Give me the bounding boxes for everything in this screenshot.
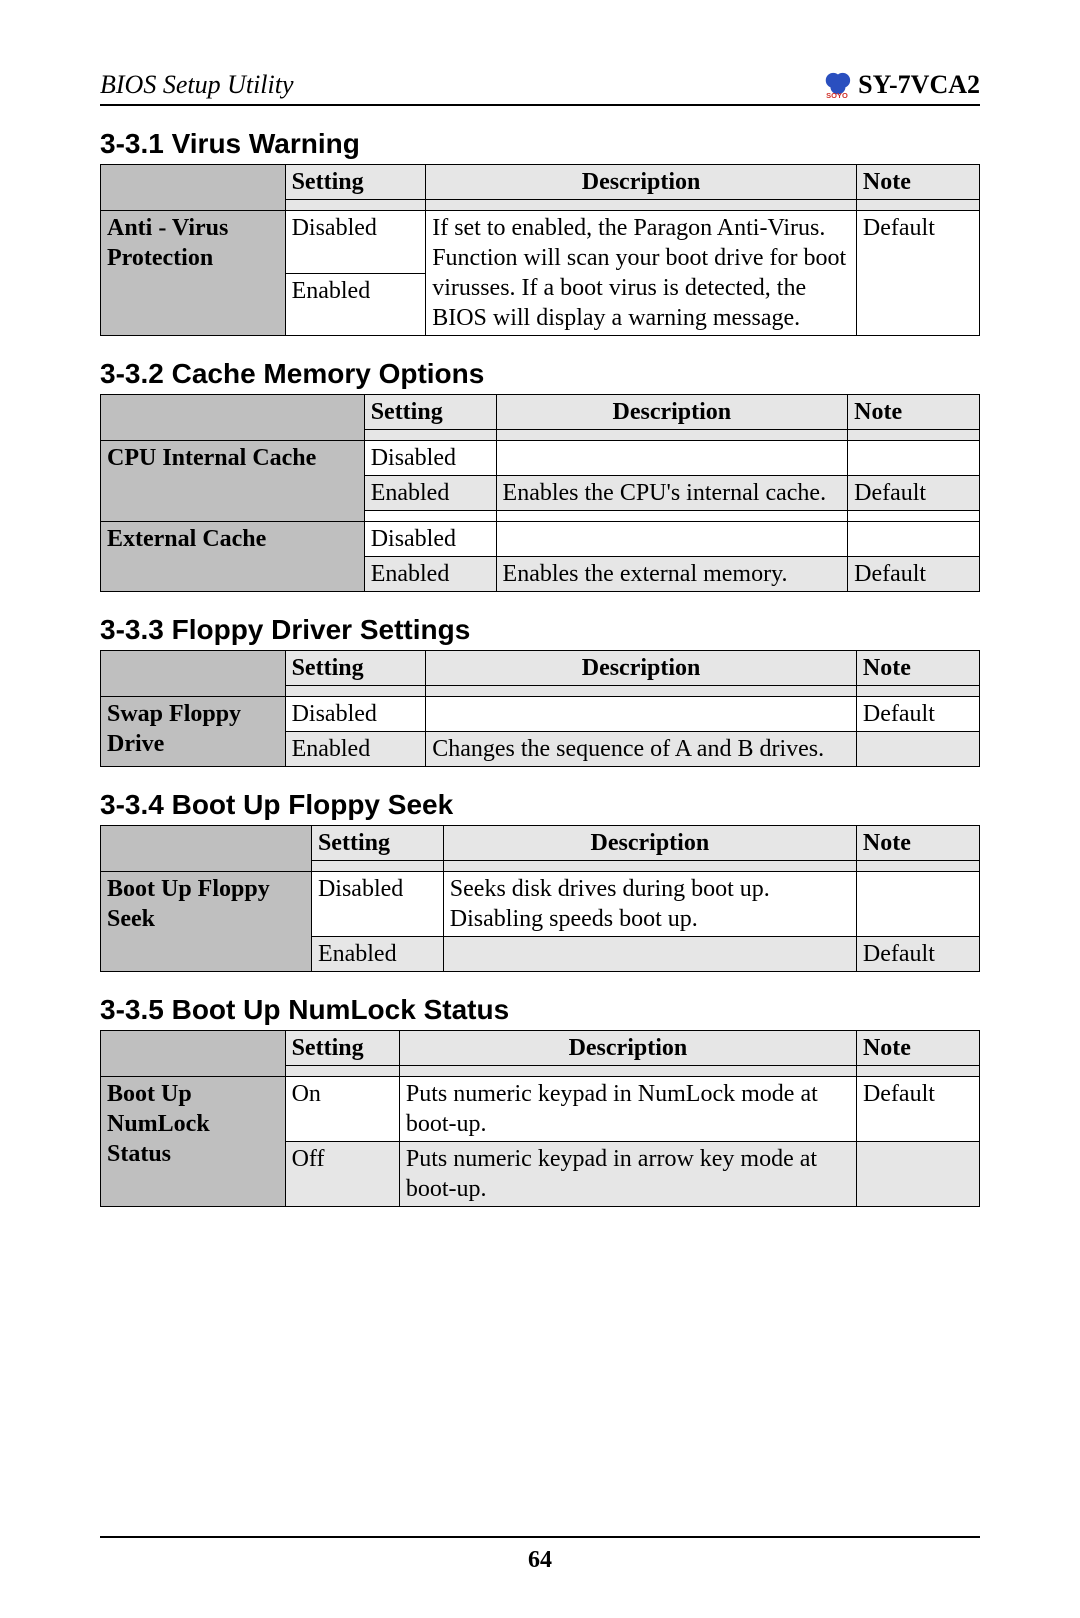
- row-label: Swap Floppy Drive: [101, 697, 286, 767]
- row-label: CPU Internal Cache: [101, 441, 365, 511]
- row-label: Anti - Virus Protection: [107, 215, 228, 271]
- soyo-logo-icon: SOYO: [822, 70, 852, 100]
- section-title-bootseek: 3-3.4 Boot Up Floppy Seek: [100, 789, 980, 821]
- cell-setting: Enabled: [285, 273, 426, 336]
- table-numlock: Setting Description Note Boot Up NumLock…: [100, 1030, 980, 1207]
- section-title-cache: 3-3.2 Cache Memory Options: [100, 358, 980, 390]
- svg-text:SOYO: SOYO: [826, 91, 848, 100]
- footer-rule: [100, 1536, 980, 1538]
- col-setting: Setting: [285, 165, 426, 200]
- section-title-numlock: 3-3.5 Boot Up NumLock Status: [100, 994, 980, 1026]
- row-label: External Cache: [101, 522, 365, 592]
- cell-setting: Disabled: [285, 211, 426, 274]
- header-model: SY-7VCA2: [858, 70, 980, 100]
- table-floppy: Setting Description Note Swap Floppy Dri…: [100, 650, 980, 767]
- table-bootseek: Setting Description Note Boot Up Floppy …: [100, 825, 980, 972]
- header-left: BIOS Setup Utility: [100, 70, 294, 100]
- row-label: Boot Up Floppy Seek: [101, 872, 312, 972]
- col-description: Description: [426, 165, 857, 200]
- row-label: Boot Up NumLock Status: [101, 1077, 286, 1207]
- col-note: Note: [856, 165, 979, 200]
- table-cache: Setting Description Note CPU Internal Ca…: [100, 394, 980, 592]
- page-header: BIOS Setup Utility SOYO SY-7VCA2: [100, 70, 980, 106]
- section-title-virus-warning: 3-3.1 Virus Warning: [100, 128, 980, 160]
- page-number: 64: [0, 1547, 1080, 1574]
- page: BIOS Setup Utility SOYO SY-7VCA2 3-3.1 V…: [0, 0, 1080, 1618]
- cell-note: Default: [856, 211, 979, 336]
- section-title-floppy: 3-3.3 Floppy Driver Settings: [100, 614, 980, 646]
- table-virus-warning: Setting Description Note Anti - Virus Pr…: [100, 164, 980, 336]
- header-right: SOYO SY-7VCA2: [822, 70, 980, 100]
